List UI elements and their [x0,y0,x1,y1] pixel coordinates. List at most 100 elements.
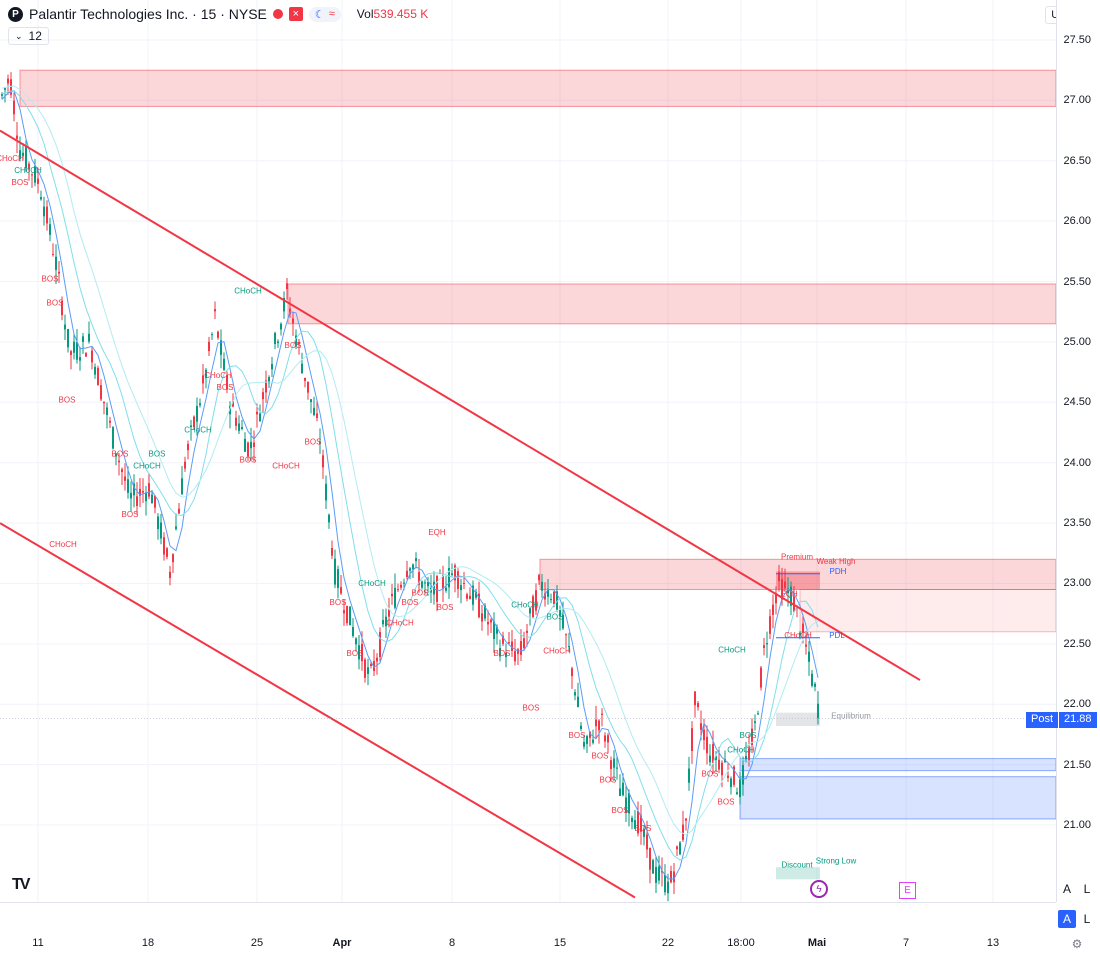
candle-body [766,643,768,645]
candle-body [283,297,285,312]
candle-body [808,651,810,662]
candle-body [673,871,675,883]
structure-label: Weak High [817,557,856,566]
candle-body [559,609,561,617]
demand-zone [739,758,1056,772]
candle-body [214,309,216,312]
candle-body [205,369,207,379]
candle-body [193,416,195,427]
candle-body [448,568,450,588]
candle-body [202,375,204,384]
candle-body [562,615,564,629]
earnings-event-marker[interactable]: E [899,882,916,899]
log-scale-button[interactable]: L [1083,882,1091,896]
structure-label: CHoCH [727,746,755,755]
candle-body [457,571,459,589]
candle-body [19,150,21,159]
candle-body [619,788,621,796]
candle-body [634,820,636,829]
supply-zone [287,283,1056,325]
candle-body [682,824,684,840]
structure-label: CHoCH [184,426,212,435]
candle-body [406,570,408,578]
candle-body [508,642,510,644]
candle-body [433,581,435,595]
candle-body [703,729,705,741]
moving-average-line [1,85,819,836]
candle-body [445,587,447,591]
candle-body [817,703,819,719]
candle-body [250,441,252,449]
supply-zone [539,558,1056,590]
candle-body [28,163,30,170]
time-axis[interactable]: 11 18 25 Apr 8 15 22 18:00 Mai 7 13 [0,902,1056,961]
tradingview-logo-icon[interactable]: TV [12,876,31,893]
candle-body [241,427,243,429]
candle-body [568,645,570,648]
lightning-icon[interactable]: ϟ [810,880,828,898]
candle-body [337,569,339,588]
candle-body [544,593,546,600]
candle-body [61,301,63,316]
candle-body [346,605,348,624]
candle-body [712,744,714,763]
auto-scale-button[interactable]: A [1062,882,1071,896]
auto-scale-button-active[interactable]: A [1058,910,1076,928]
candle-body [772,604,774,615]
interval-input[interactable]: ⌄ 12 [8,27,49,45]
trendline [0,129,921,681]
candle-body [4,88,6,90]
candle-body [70,351,72,355]
candle-body [427,582,429,587]
candle-body [400,584,402,588]
candle-body [334,558,336,585]
close-icon[interactable]: × [288,7,303,21]
candle-body [556,591,558,610]
chart-plot-area[interactable]: CHoCHCHoCHBOSBOSBOSBOSBOSBOSBOSCHoCHCHoC… [0,0,1056,902]
candle-body [274,332,276,345]
time-tick-label: 22 [661,937,675,949]
candle-body [409,568,411,571]
candle-body [721,762,723,776]
candle-body [541,581,543,591]
structure-label: EQH [780,590,798,599]
candlestick-chart[interactable]: CHoCHCHoCHBOSBOSBOSBOSBOSBOSBOSCHoCHCHoC… [0,0,1056,902]
price-tick-label: 23.50 [1063,517,1091,530]
candle-body [550,599,552,601]
symbol-title[interactable]: Palantir Technologies Inc. · 15 · NYSE [29,6,267,22]
structure-label: CHoCH [14,166,42,175]
candle-body [613,758,615,768]
candle-body [16,135,18,139]
candle-body [394,587,396,608]
price-tick-label: 27.00 [1063,94,1091,107]
candle-body [94,366,96,375]
price-tick-label: 22.00 [1063,698,1091,711]
candle-body [505,652,507,658]
candle-body [331,547,333,556]
candle-body [466,594,468,599]
structure-label: BOS [112,450,129,459]
candle-body [271,364,273,370]
candle-body [130,492,132,499]
candle-body [145,492,147,502]
candle-body [361,643,363,662]
candle-body [34,165,36,183]
candle-body [514,651,516,662]
structure-label: Discount [781,860,813,869]
candle-body [526,630,528,633]
candle-body [376,657,378,662]
log-scale-button-2[interactable]: L [1083,912,1091,926]
session-toggle[interactable]: ☾ ≈ [308,6,341,22]
candle-body [397,589,399,591]
structure-label: BOS [149,450,166,459]
candle-body [244,438,246,452]
structure-label: CHoCH [204,371,232,380]
candle-body [754,721,756,724]
price-axis[interactable]: 27.50 27.00 26.50 26.00 25.50 25.00 24.50 24.00… [1056,0,1100,902]
candle-body [319,441,321,444]
candle-body [178,508,180,514]
candle-body [259,413,261,422]
candle-body [811,673,813,686]
candle-body [781,579,783,600]
gear-icon[interactable]: ⚙ [1071,937,1083,951]
